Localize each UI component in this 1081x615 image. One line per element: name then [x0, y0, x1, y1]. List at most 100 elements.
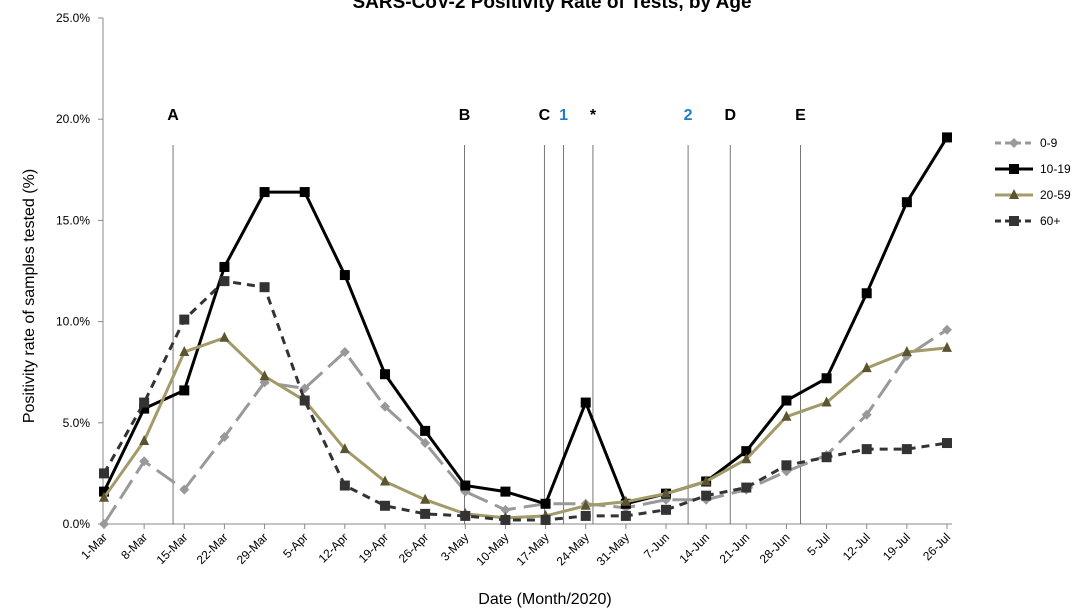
data-point: [620, 510, 631, 521]
x-tick-label: 12-Jul: [840, 530, 873, 563]
data-point: [99, 491, 109, 502]
x-tick-label: 24-May: [554, 530, 592, 568]
data-point: [901, 197, 912, 208]
data-point: [339, 346, 350, 357]
data-point: [580, 397, 591, 408]
data-point: [179, 484, 190, 495]
data-point: [620, 495, 631, 506]
data-point: [420, 508, 431, 519]
data-point: [139, 456, 150, 467]
y-tick-label: 20.0%: [56, 112, 90, 126]
data-point: [701, 490, 712, 501]
x-axis-label: Date (Month/2020): [478, 591, 611, 608]
x-tick-label: 7-Jun: [641, 530, 672, 561]
legend-marker: [1009, 216, 1019, 226]
x-tick-label: 26-Apr: [396, 530, 431, 565]
series-line: [102, 279, 948, 522]
data-point: [460, 510, 471, 521]
data-point: [500, 486, 511, 497]
x-tick-label: 28-Jun: [757, 530, 793, 566]
data-point: [219, 431, 230, 442]
data-point: [942, 341, 952, 352]
data-point: [380, 401, 390, 412]
event-label: D: [724, 107, 736, 124]
data-point: [380, 369, 390, 380]
x-tick-label: 21-Jun: [717, 530, 753, 566]
legend-marker: [1009, 164, 1019, 174]
legend-marker: [1009, 189, 1019, 199]
data-point: [380, 475, 390, 486]
x-tick-label: 17-May: [513, 530, 551, 568]
data-point: [781, 460, 792, 471]
data-point: [942, 324, 952, 335]
x-tick-label: 19-Apr: [356, 530, 391, 565]
data-point: [781, 410, 792, 421]
data-point: [861, 288, 872, 299]
data-point: [259, 282, 270, 293]
data-point: [741, 446, 752, 457]
legend-label: 0-9: [1040, 136, 1058, 150]
data-point: [460, 480, 471, 491]
event-label: A: [167, 107, 179, 124]
y-tick-label: 15.0%: [56, 213, 90, 227]
data-point: [99, 486, 109, 497]
data-point: [942, 438, 952, 449]
x-tick-label: 26-Jul: [920, 530, 953, 563]
x-tick-label: 5-Jul: [804, 530, 832, 558]
x-tick-label: 15-Mar: [154, 530, 191, 567]
x-tick-label: 5-Apr: [280, 530, 311, 561]
data-point: [179, 345, 190, 356]
x-tick-label: 14-Jun: [676, 530, 712, 566]
y-axis-label: Positivity rate of samples tested (%): [21, 169, 38, 423]
data-point: [219, 261, 230, 272]
data-point: [942, 132, 952, 143]
data-point: [139, 403, 150, 414]
legend-label: 60+: [1040, 214, 1060, 228]
event-label: E: [795, 107, 806, 124]
data-point: [99, 519, 109, 529]
data-point: [661, 504, 671, 515]
data-point: [219, 331, 230, 342]
data-point: [339, 443, 350, 454]
x-tick-label: 8-Mar: [118, 530, 150, 562]
series-line: [102, 336, 948, 520]
event-label: 1: [559, 107, 568, 124]
x-tick-label: 1-Mar: [78, 530, 110, 562]
data-point: [380, 500, 390, 511]
series-line: [102, 328, 948, 525]
x-tick-label: 19-Jul: [880, 530, 913, 563]
event-label: *: [590, 107, 597, 124]
event-label: C: [539, 107, 551, 124]
data-point: [901, 345, 912, 356]
y-tick-label: 25.0%: [56, 11, 90, 25]
y-tick-label: 5.0%: [63, 416, 91, 430]
data-point: [500, 504, 511, 515]
data-point: [540, 498, 551, 509]
data-point: [580, 510, 591, 521]
data-point: [420, 438, 431, 449]
data-point: [179, 314, 190, 325]
x-tick-label: 10-May: [473, 530, 511, 568]
data-point: [741, 482, 752, 493]
data-point: [821, 396, 832, 407]
data-point: [821, 373, 832, 384]
legend-marker: [1009, 138, 1019, 148]
data-point: [299, 395, 310, 406]
data-point: [500, 514, 511, 525]
event-label: B: [459, 107, 471, 124]
data-point: [139, 397, 150, 408]
x-tick-label: 3-May: [438, 530, 471, 563]
data-point: [179, 385, 190, 396]
x-tick-label: 29-Mar: [234, 530, 271, 567]
x-tick-label: 22-Mar: [194, 530, 231, 567]
series-line: [102, 136, 949, 506]
data-point: [420, 425, 431, 436]
data-point: [259, 370, 270, 381]
data-point: [861, 362, 872, 373]
data-point: [741, 453, 752, 464]
data-point: [781, 395, 792, 406]
legend-label: 10-19: [1040, 162, 1071, 176]
chart-title: SARS-CoV-2 Positivity Rate of Tests, by …: [352, 0, 751, 13]
data-point: [139, 435, 150, 446]
